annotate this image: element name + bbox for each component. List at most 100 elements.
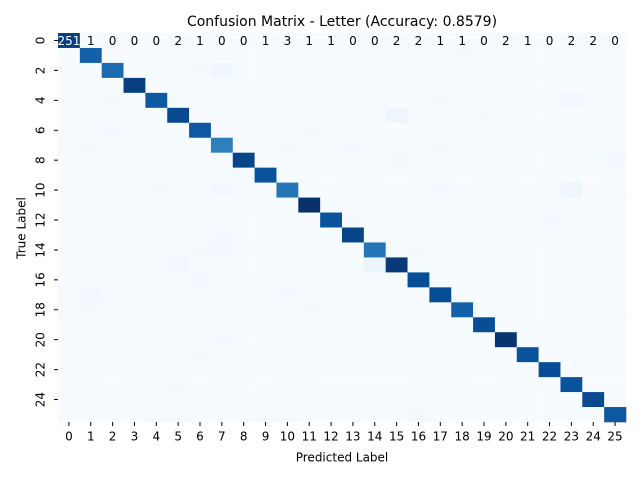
heatmap-cell (516, 332, 539, 348)
heatmap-cell (276, 242, 299, 258)
heatmap-cell (604, 392, 627, 408)
heatmap-cell (473, 242, 496, 258)
heatmap-cell (516, 122, 539, 139)
heatmap-cell (342, 317, 365, 333)
heatmap-cell (407, 302, 430, 318)
heatmap-cell (123, 362, 146, 378)
heatmap-cell (210, 122, 234, 139)
heatmap-cell (582, 407, 605, 423)
heatmap-cell (276, 407, 299, 423)
heatmap-cell (298, 167, 321, 183)
heatmap-cell (145, 182, 168, 198)
heatmap-cell (79, 182, 102, 198)
heatmap-cell (145, 107, 168, 124)
heatmap-cell (582, 212, 605, 228)
heatmap-cell (429, 392, 452, 408)
heatmap-cell (298, 92, 321, 109)
heatmap-cell (582, 227, 605, 243)
heatmap-cell (210, 257, 234, 273)
heatmap-cell (167, 272, 190, 288)
heatmap-cell (145, 317, 168, 333)
heatmap-cell (298, 242, 321, 258)
heatmap-cell (385, 272, 408, 288)
heatmap-cell (101, 62, 124, 79)
heatmap-cell (254, 62, 277, 79)
cell-label: 1 (262, 34, 270, 48)
cell-label: 2 (415, 34, 423, 48)
heatmap-cell (516, 272, 539, 288)
heatmap-cell (276, 62, 299, 79)
heatmap-cell (123, 332, 146, 348)
y-tick-label: 10 (34, 182, 48, 197)
y-tick-label: 6 (34, 126, 48, 134)
heatmap-cell (451, 332, 474, 348)
heatmap-cell (298, 197, 321, 213)
heatmap-cell (232, 33, 255, 49)
heatmap-cell (254, 122, 277, 139)
heatmap-cell (298, 107, 321, 124)
heatmap-cell (189, 332, 212, 348)
x-tick-label: 25 (607, 430, 622, 444)
heatmap-cell (232, 167, 255, 183)
heatmap-cell (560, 287, 583, 303)
heatmap-cell (189, 212, 212, 228)
heatmap-cell (254, 167, 277, 183)
heatmap-cell (604, 107, 627, 124)
heatmap-cell (385, 212, 408, 228)
heatmap-cell (79, 167, 102, 183)
heatmap-cell (582, 182, 605, 198)
heatmap-cell (604, 47, 627, 64)
heatmap-cell (473, 47, 496, 64)
heatmap-cell (582, 317, 605, 333)
heatmap-cell (189, 227, 212, 243)
heatmap-cell (167, 377, 190, 393)
heatmap-cell (167, 287, 190, 303)
x-tick-label: 8 (240, 430, 248, 444)
heatmap-cell (516, 317, 539, 333)
heatmap-cell (494, 242, 518, 258)
heatmap-cell (516, 347, 539, 363)
heatmap-cell (429, 212, 452, 228)
heatmap-cell (145, 407, 168, 423)
heatmap-cell (538, 137, 561, 153)
heatmap-cell (473, 287, 496, 303)
heatmap-cell (407, 92, 430, 109)
heatmap-cell (101, 137, 124, 153)
heatmap-cell (429, 182, 452, 198)
heatmap-cell (582, 137, 605, 153)
heatmap-cell (451, 167, 474, 183)
heatmap-cell (494, 287, 518, 303)
heatmap-cell (145, 152, 168, 168)
heatmap-cell (123, 33, 146, 49)
heatmap-cell (407, 122, 430, 139)
heatmap-cell (210, 242, 234, 258)
heatmap-cell (232, 332, 255, 348)
heatmap-cell (254, 33, 277, 49)
heatmap-cell (298, 227, 321, 243)
heatmap-cell (123, 212, 146, 228)
x-tick-label: 24 (586, 430, 601, 444)
heatmap-cell (385, 332, 408, 348)
heatmap-cell (560, 152, 583, 168)
heatmap-cell (473, 317, 496, 333)
heatmap-cell (342, 287, 365, 303)
heatmap-cell (210, 77, 234, 94)
heatmap-cell (254, 47, 277, 64)
heatmap-cell (101, 47, 124, 64)
heatmap-cell (516, 302, 539, 318)
heatmap-cell (342, 107, 365, 124)
heatmap-cell (582, 287, 605, 303)
heatmap-cell (232, 407, 255, 423)
heatmap-cell (320, 92, 343, 109)
heatmap-cell (276, 347, 299, 363)
heatmap-cell (298, 302, 321, 318)
heatmap-cell (210, 33, 234, 49)
heatmap-cell (123, 92, 146, 109)
heatmap-cell (494, 347, 518, 363)
heatmap-cell (123, 62, 146, 79)
heatmap-cell (560, 257, 583, 273)
heatmap-cell (189, 302, 212, 318)
heatmap-cell (407, 287, 430, 303)
heatmap-cell (79, 407, 102, 423)
heatmap-cell (473, 362, 496, 378)
